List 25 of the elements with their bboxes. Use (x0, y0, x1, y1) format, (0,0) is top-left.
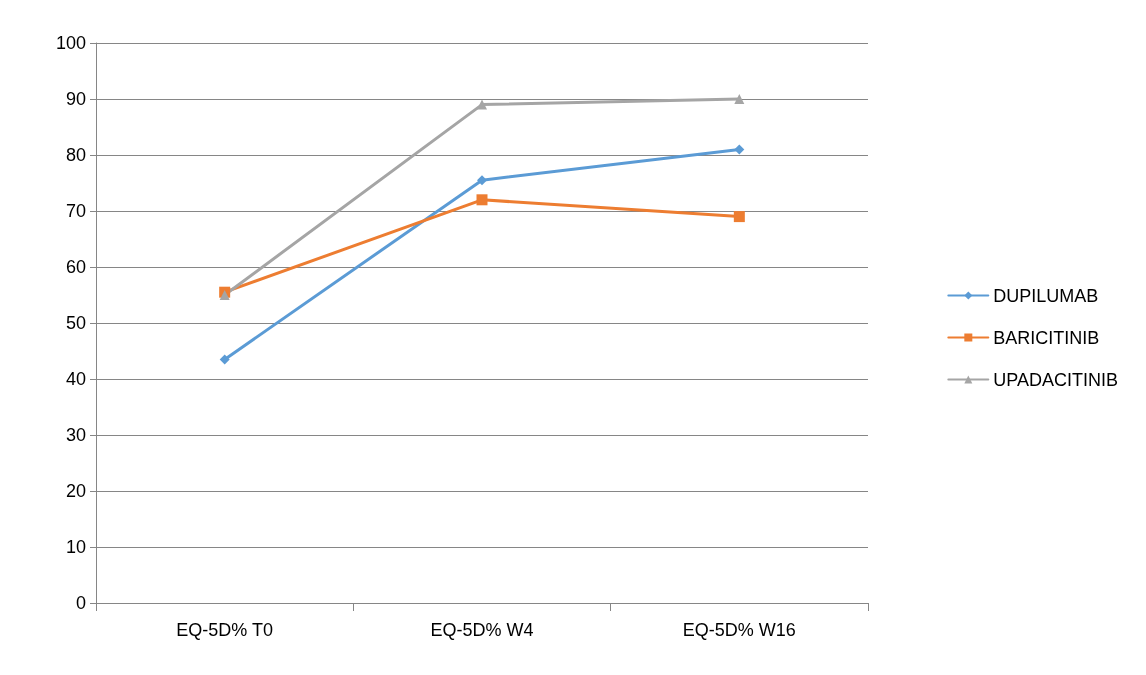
legend-label: BARICITINIB (993, 327, 1100, 348)
y-tick-label: 30 (65, 425, 86, 445)
point (733, 211, 745, 223)
y-tick-label: 70 (65, 201, 86, 221)
point (734, 144, 745, 155)
y-tick-label: 50 (65, 313, 86, 333)
point (219, 290, 230, 300)
y-tick-label: 40 (65, 369, 86, 389)
x-tick-label: EQ-5D% W16 (682, 620, 796, 640)
point (476, 194, 488, 206)
point (734, 94, 745, 104)
y-tick-label: 80 (65, 145, 86, 165)
point (477, 99, 487, 110)
y-tick-label: 100 (55, 33, 86, 53)
legend-label: UPADACITINIB (993, 369, 1119, 390)
legend-label: DUPILUMAB (993, 285, 1099, 306)
y-tick-label: 60 (65, 257, 86, 277)
point (219, 354, 230, 365)
y-tick-label: 10 (65, 537, 86, 557)
y-tick-label: 90 (65, 89, 86, 109)
x-tick-label: EQ-5D% T0 (176, 620, 274, 640)
x-tick-label: EQ-5D% W4 (430, 620, 534, 640)
y-tick-label: 20 (65, 481, 86, 501)
y-tick-label: 0 (75, 593, 86, 613)
point (477, 175, 487, 186)
